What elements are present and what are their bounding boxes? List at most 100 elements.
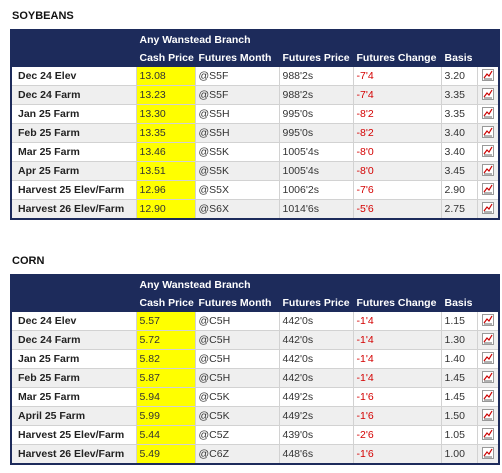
- futures-change: -8'0: [352, 161, 442, 181]
- chart-icon[interactable]: [481, 408, 494, 421]
- data-row: Mar 25 Farm 5.94 @C5K 449'2s -1'6 1.45: [10, 387, 500, 407]
- futures-month: @S5H: [194, 123, 280, 143]
- group-header: Any Wanstead Branch: [135, 29, 500, 49]
- basis: 1.40: [440, 349, 478, 369]
- futures-month: @C5H: [194, 311, 280, 331]
- column-header: Futures Month: [194, 48, 280, 67]
- futures-change: -1'4: [352, 368, 442, 388]
- futures-price: 442'0s: [278, 311, 354, 331]
- cash-price: 5.57: [135, 311, 196, 331]
- futures-price: 995'0s: [278, 123, 354, 143]
- chart-icon[interactable]: [481, 106, 494, 119]
- futures-price: 442'0s: [278, 330, 354, 350]
- chart-icon[interactable]: [481, 125, 494, 138]
- futures-price: 439'0s: [278, 425, 354, 445]
- data-row: Harvest 25 Elev/Farm 12.96 @S5X 1006'2s -7'6…: [10, 180, 500, 200]
- chart-icon[interactable]: [481, 427, 494, 440]
- chart-icon[interactable]: [481, 163, 494, 176]
- basis: 1.05: [440, 425, 478, 445]
- chart-link: [476, 104, 500, 124]
- price-table: Any Wanstead Branch Cash Price Futures Mon…: [10, 29, 501, 220]
- futures-month: @C5H: [194, 330, 280, 350]
- row-label: Jan 25 Farm: [10, 104, 137, 124]
- header-cell: [476, 48, 500, 67]
- chart-icon[interactable]: [481, 182, 494, 195]
- basis: 3.40: [440, 123, 478, 143]
- chart-link: [476, 425, 500, 445]
- corn-section: CORN Any Wanstead Branch Cash Price Futures…: [10, 255, 501, 465]
- cash-price: 5.44: [135, 425, 196, 445]
- data-row: Mar 25 Farm 13.46 @S5K 1005'4s -8'0 3.40: [10, 142, 500, 162]
- group-header: Any Wanstead Branch: [135, 274, 500, 294]
- chart-link: [476, 330, 500, 350]
- chart-icon[interactable]: [481, 144, 494, 157]
- basis: 2.75: [440, 199, 478, 220]
- cash-price: 13.30: [135, 104, 196, 124]
- chart-icon[interactable]: [481, 87, 494, 100]
- data-row: Harvest 26 Elev/Farm 5.49 @C6Z 448'6s -1'6 1.…: [10, 444, 500, 465]
- data-row: Feb 25 Farm 5.87 @C5H 442'0s -1'4 1.45: [10, 368, 500, 388]
- chart-icon[interactable]: [481, 332, 494, 345]
- header-cell: [10, 48, 137, 67]
- cash-price: 5.72: [135, 330, 196, 350]
- column-header: Futures Price: [278, 48, 354, 67]
- futures-price: 1006'2s: [278, 180, 354, 200]
- basis: 1.30: [440, 330, 478, 350]
- data-row: Jan 25 Farm 13.30 @S5H 995'0s -8'2 3.35: [10, 104, 500, 124]
- basis: 3.35: [440, 85, 478, 105]
- futures-month: @S5K: [194, 161, 280, 181]
- cash-price: 5.49: [135, 444, 196, 465]
- data-row: Dec 24 Farm 13.23 @S5F 988'2s -7'4 3.35: [10, 85, 500, 105]
- futures-change: -1'4: [352, 311, 442, 331]
- header-cell: [10, 293, 137, 312]
- data-row: April 25 Farm 5.99 @C5K 449'2s -1'6 1.50: [10, 406, 500, 426]
- chart-icon[interactable]: [481, 389, 494, 402]
- futures-month: @C5K: [194, 406, 280, 426]
- cash-price: 12.90: [135, 199, 196, 220]
- cash-price: 13.23: [135, 85, 196, 105]
- futures-month: @C6Z: [194, 444, 280, 465]
- chart-icon[interactable]: [481, 351, 494, 364]
- futures-price: 1005'4s: [278, 142, 354, 162]
- basis: 1.45: [440, 387, 478, 407]
- futures-price: 988'2s: [278, 66, 354, 86]
- data-row: Harvest 26 Elev/Farm 12.90 @S6X 1014'6s -5'6…: [10, 199, 500, 220]
- futures-month: @C5Z: [194, 425, 280, 445]
- soybeans-section: SOYBEANS Any Wanstead Branch Cash Price Fut…: [10, 10, 501, 220]
- basis: 2.90: [440, 180, 478, 200]
- row-label: Harvest 25 Elev/Farm: [10, 425, 137, 445]
- row-label: Jan 25 Farm: [10, 349, 137, 369]
- cash-price: 13.51: [135, 161, 196, 181]
- chart-link: [476, 349, 500, 369]
- data-row: Feb 25 Farm 13.35 @S5H 995'0s -8'2 3.40: [10, 123, 500, 143]
- basis: 1.45: [440, 368, 478, 388]
- row-label: April 25 Farm: [10, 406, 137, 426]
- price-table: Any Wanstead Branch Cash Price Futures Mon…: [10, 274, 501, 465]
- futures-price: 1005'4s: [278, 161, 354, 181]
- data-row: Dec 24 Elev 5.57 @C5H 442'0s -1'4 1.15: [10, 311, 500, 331]
- column-header: Futures Price: [278, 293, 354, 312]
- futures-change: -8'2: [352, 123, 442, 143]
- header-row: Cash Price Futures Month Futures Price Futu…: [10, 48, 500, 67]
- header-cell: [10, 274, 137, 294]
- row-label: Dec 24 Elev: [10, 311, 137, 331]
- chart-icon[interactable]: [481, 446, 494, 459]
- chart-icon[interactable]: [481, 68, 494, 81]
- data-row: Dec 24 Elev 13.08 @S5F 988'2s -7'4 3.20: [10, 66, 500, 86]
- chart-icon[interactable]: [481, 370, 494, 383]
- basis: 3.35: [440, 104, 478, 124]
- column-header: Basis: [440, 293, 478, 312]
- row-label: Dec 24 Farm: [10, 330, 137, 350]
- data-row: Harvest 25 Elev/Farm 5.44 @C5Z 439'0s -2'6 1.…: [10, 425, 500, 445]
- cash-price: 5.82: [135, 349, 196, 369]
- cash-price: 13.46: [135, 142, 196, 162]
- chart-icon[interactable]: [481, 201, 494, 214]
- futures-change: -1'4: [352, 330, 442, 350]
- futures-month: @S6X: [194, 199, 280, 220]
- futures-price: 449'2s: [278, 406, 354, 426]
- chart-icon[interactable]: [481, 313, 494, 326]
- row-label: Feb 25 Farm: [10, 123, 137, 143]
- row-label: Feb 25 Farm: [10, 368, 137, 388]
- futures-price: 988'2s: [278, 85, 354, 105]
- row-label: Apr 25 Farm: [10, 161, 137, 181]
